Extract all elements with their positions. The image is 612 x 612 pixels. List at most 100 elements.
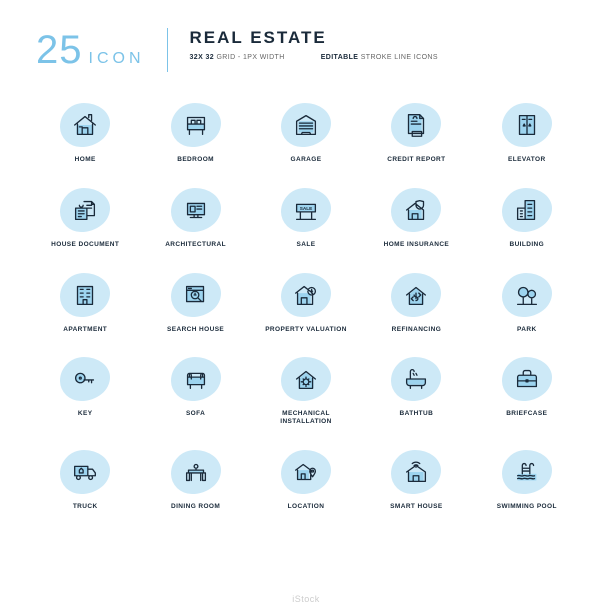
icon-cell: APARTMENT (36, 271, 134, 334)
icon-blob (59, 271, 111, 319)
icon-cell: KEY (36, 355, 134, 426)
sale-icon: SALE (291, 195, 321, 225)
icon-blob (390, 271, 442, 319)
icon-blob (280, 448, 332, 496)
subtitle-row: 32X 32 GRID - 1PX WIDTH EDITABLE STROKE … (190, 54, 577, 61)
home-insurance-icon (401, 195, 431, 225)
main-title: REAL ESTATE (190, 28, 577, 48)
icon-label: BEDROOM (177, 156, 214, 164)
icon-cell: BEDROOM (146, 101, 244, 164)
icon-cell: MECHANICAL INSTALLATION (257, 355, 355, 426)
property-valuation-icon (291, 280, 321, 310)
icon-cell: SEARCH HOUSE (146, 271, 244, 334)
icon-label: REFINANCING (392, 326, 442, 334)
icon-blob (501, 355, 553, 403)
icon-cell: DINING ROOM (146, 448, 244, 511)
bedroom-icon (181, 110, 211, 140)
icon-blob (170, 101, 222, 149)
icon-cell: ELEVATOR (478, 101, 576, 164)
icon-cell: BATHTUB (367, 355, 465, 426)
park-icon (512, 280, 542, 310)
icon-label: GARAGE (291, 156, 322, 164)
subtitle-grid: 32X 32 GRID - 1PX WIDTH (190, 54, 285, 61)
icon-cell: HOME INSURANCE (367, 186, 465, 249)
refinancing-icon (401, 280, 431, 310)
icon-cell: BUILDING (478, 186, 576, 249)
icon-cell: PARK (478, 271, 576, 334)
icon-count: 25 (36, 28, 83, 73)
icon-blob (390, 186, 442, 234)
icon-word: ICON (89, 50, 145, 68)
header: 25 ICON REAL ESTATE 32X 32 GRID - 1PX WI… (36, 28, 576, 73)
credit-report-icon (401, 110, 431, 140)
icon-label: LOCATION (288, 503, 325, 511)
icon-blob (501, 448, 553, 496)
smart-house-icon (401, 457, 431, 487)
icon-blob (170, 271, 222, 319)
icon-blob (501, 101, 553, 149)
icon-label: SOFA (186, 410, 205, 418)
svg-text:SALE: SALE (300, 206, 312, 211)
count-block: 25 ICON (36, 28, 145, 73)
apartment-icon (70, 280, 100, 310)
icon-label: CREDIT REPORT (387, 156, 445, 164)
icon-cell: ARCHITECTURAL (146, 186, 244, 249)
elevator-icon (512, 110, 542, 140)
icon-label: SMART HOUSE (390, 503, 442, 511)
icon-label: PROPERTY VALUATION (265, 326, 347, 334)
icon-cell: SALESALE (257, 186, 355, 249)
title-block: REAL ESTATE 32X 32 GRID - 1PX WIDTH EDIT… (190, 28, 577, 61)
key-icon (70, 364, 100, 394)
icon-blob (390, 101, 442, 149)
icon-label: HOME (75, 156, 96, 164)
bathtub-icon (401, 364, 431, 394)
mechanical-icon (291, 364, 321, 394)
icon-label: SWIMMING POOL (497, 503, 557, 511)
icon-cell: BRIEFCASE (478, 355, 576, 426)
icon-cell: PROPERTY VALUATION (257, 271, 355, 334)
icon-cell: SMART HOUSE (367, 448, 465, 511)
architectural-icon (181, 195, 211, 225)
icon-label: HOUSE DOCUMENT (51, 241, 119, 249)
icon-cell: HOME (36, 101, 134, 164)
icon-cell: REFINANCING (367, 271, 465, 334)
building-icon (512, 195, 542, 225)
icon-cell: SWIMMING POOL (478, 448, 576, 511)
truck-icon (70, 457, 100, 487)
dining-room-icon (181, 457, 211, 487)
icon-cell: CREDIT REPORT (367, 101, 465, 164)
icon-blob (501, 186, 553, 234)
icon-cell: SOFA (146, 355, 244, 426)
swimming-pool-icon (512, 457, 542, 487)
house-document-icon (70, 195, 100, 225)
search-house-icon (181, 280, 211, 310)
icon-label: MECHANICAL INSTALLATION (257, 410, 355, 426)
icon-label: DINING ROOM (171, 503, 220, 511)
icon-label: PARK (517, 326, 537, 334)
icon-label: HOME INSURANCE (384, 241, 450, 249)
icon-blob: SALE (280, 186, 332, 234)
icon-label: TRUCK (73, 503, 98, 511)
briefcase-icon (512, 364, 542, 394)
icon-cell: LOCATION (257, 448, 355, 511)
icon-blob (170, 355, 222, 403)
location-icon (291, 457, 321, 487)
subtitle-editable: EDITABLE STROKE LINE ICONS (321, 54, 438, 61)
icon-blob (390, 448, 442, 496)
icon-blob (59, 355, 111, 403)
icon-blob (280, 355, 332, 403)
icon-blob (280, 101, 332, 149)
icon-cell: HOUSE DOCUMENT (36, 186, 134, 249)
icon-label: ARCHITECTURAL (165, 241, 226, 249)
icon-label: APARTMENT (63, 326, 107, 334)
icon-grid: HOME BEDROOM GARAGE CREDIT REPORT ELEVATOR HO… (36, 101, 576, 511)
icon-blob (280, 271, 332, 319)
watermark: iStock (292, 594, 320, 604)
home-icon (70, 110, 100, 140)
icon-blob (59, 186, 111, 234)
icon-label: ELEVATOR (508, 156, 546, 164)
sofa-icon (181, 364, 211, 394)
icon-blob (501, 271, 553, 319)
garage-icon (291, 110, 321, 140)
icon-label: KEY (78, 410, 93, 418)
